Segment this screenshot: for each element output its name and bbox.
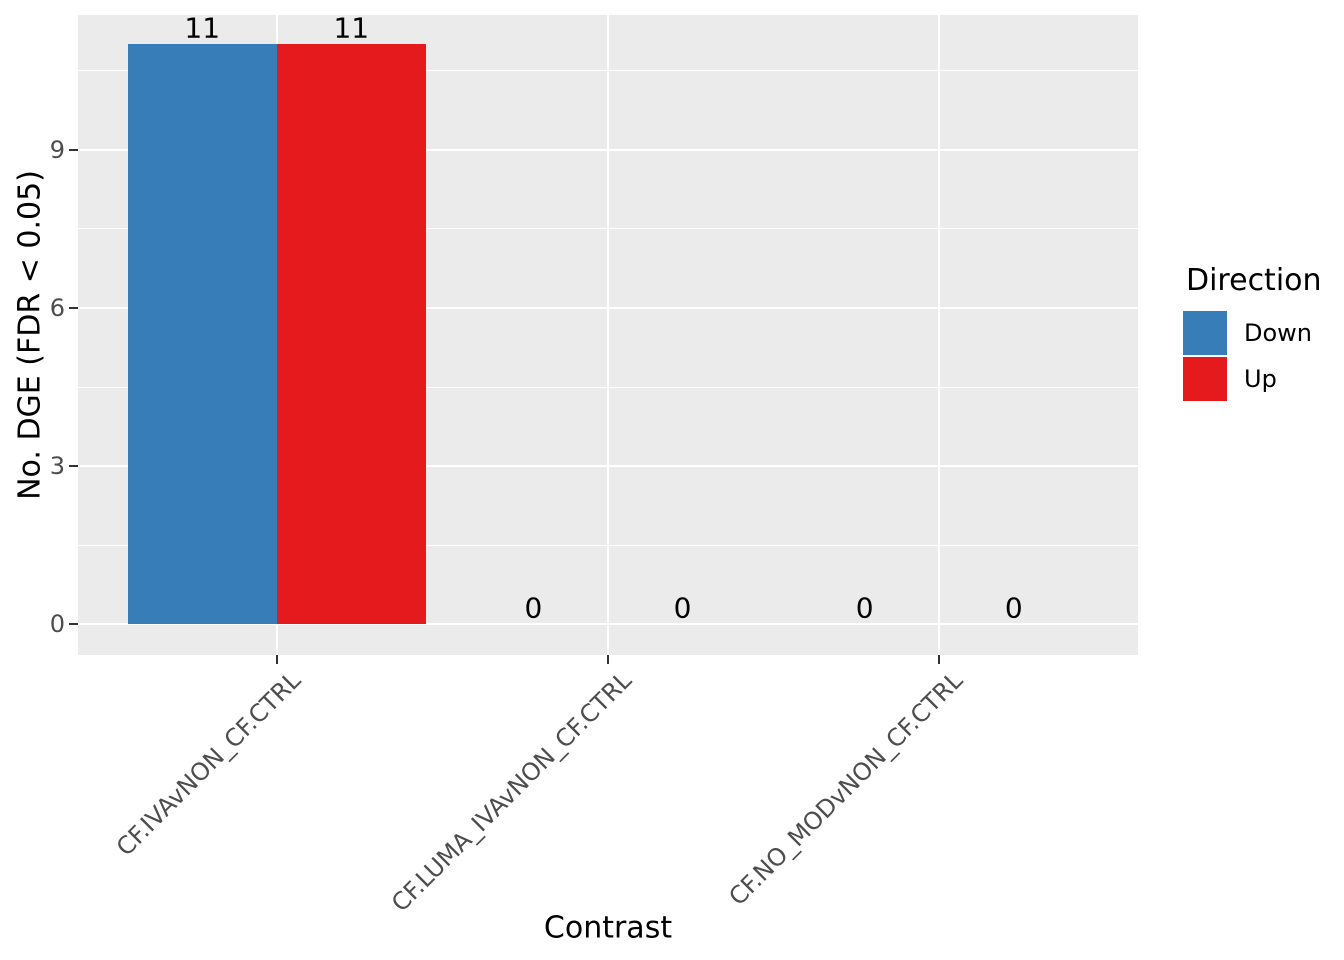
bar-value-label: 11 bbox=[184, 11, 221, 45]
bar-value-label: 0 bbox=[524, 591, 543, 625]
legend-label-down: Down bbox=[1244, 319, 1313, 347]
legend: Direction Down Up bbox=[1183, 263, 1322, 403]
bar-up bbox=[276, 44, 426, 625]
legend-key-up bbox=[1183, 357, 1227, 401]
x-tick-label: CF.IVAvNON_CF.CTRL bbox=[110, 666, 306, 862]
y-tick-label: 6 bbox=[49, 293, 65, 322]
bar-value-label: 0 bbox=[855, 591, 874, 625]
x-tick-label: CF.LUMA_IVAvNON_CF.CTRL bbox=[386, 666, 638, 918]
major-gridline-x bbox=[938, 15, 941, 655]
y-tick-mark bbox=[69, 148, 78, 151]
major-gridline-x bbox=[607, 15, 609, 655]
y-tick-label: 9 bbox=[49, 135, 65, 164]
bar-down bbox=[127, 44, 277, 625]
legend-item-up: Up bbox=[1183, 357, 1322, 401]
x-axis-title: Contrast bbox=[543, 910, 673, 946]
y-tick-label: 0 bbox=[49, 610, 65, 639]
bar-value-label: 0 bbox=[1004, 591, 1023, 625]
legend-label-up: Up bbox=[1244, 365, 1277, 393]
x-tick-mark bbox=[275, 655, 278, 664]
legend-items: Down Up bbox=[1183, 311, 1322, 401]
bar-value-label: 11 bbox=[333, 11, 370, 45]
y-tick-mark bbox=[69, 465, 78, 468]
y-tick-mark bbox=[69, 623, 78, 626]
y-tick-mark bbox=[69, 306, 78, 309]
x-tick-label: CF.NO_MODvNON_CF.CTRL bbox=[723, 666, 969, 911]
y-tick-label: 3 bbox=[49, 452, 65, 481]
legend-item-down: Down bbox=[1183, 311, 1322, 355]
plot-panel: 11 0 0 11 0 0 bbox=[78, 11, 1138, 655]
legend-title: Direction bbox=[1186, 263, 1322, 298]
legend-key-down bbox=[1183, 311, 1227, 355]
bar-value-label: 0 bbox=[673, 591, 692, 625]
x-tick-mark bbox=[938, 655, 941, 664]
x-tick-mark bbox=[607, 655, 609, 664]
